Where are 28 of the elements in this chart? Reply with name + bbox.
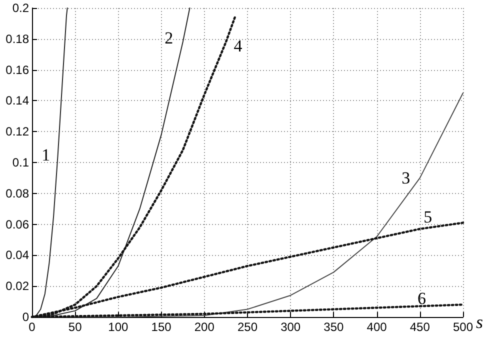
series-label: 6	[418, 289, 426, 308]
x-tick-label: 200	[194, 320, 215, 334]
series-label: 3	[402, 168, 410, 188]
y-tick-label: 0.02	[6, 279, 30, 294]
x-tick-label: 350	[324, 320, 344, 334]
y-tick-label: 0.14	[6, 94, 30, 108]
series-label: 5	[424, 207, 432, 226]
x-tick-label: 400	[366, 320, 388, 334]
y-tick-label: 0.04	[6, 248, 30, 262]
x-axis-title: s	[476, 312, 484, 332]
y-tick-label: 0	[22, 310, 30, 324]
series-label: 2	[164, 28, 174, 48]
y-tick-label: 0.2	[12, 1, 30, 15]
series-label: 1	[42, 145, 50, 164]
y-tick-label: 0.1	[12, 156, 30, 170]
y-tick-label: 0.16	[6, 62, 30, 77]
x-tick-label: 300	[280, 320, 301, 334]
x-tick-label: 250	[237, 320, 258, 334]
y-tick-label: 0.06	[6, 217, 30, 232]
y-tick-label: 0.18	[6, 32, 30, 46]
x-tick-label: 50	[68, 320, 82, 334]
y-tick-label: 0.12	[6, 124, 30, 139]
y-tick-label: 0.08	[6, 186, 30, 200]
series-label: 4	[234, 36, 243, 56]
x-tick-label: 450	[410, 320, 430, 334]
x-tick-label: 100	[108, 320, 129, 334]
x-tick-label: 500	[452, 320, 474, 334]
x-tick-label: 150	[151, 320, 172, 334]
